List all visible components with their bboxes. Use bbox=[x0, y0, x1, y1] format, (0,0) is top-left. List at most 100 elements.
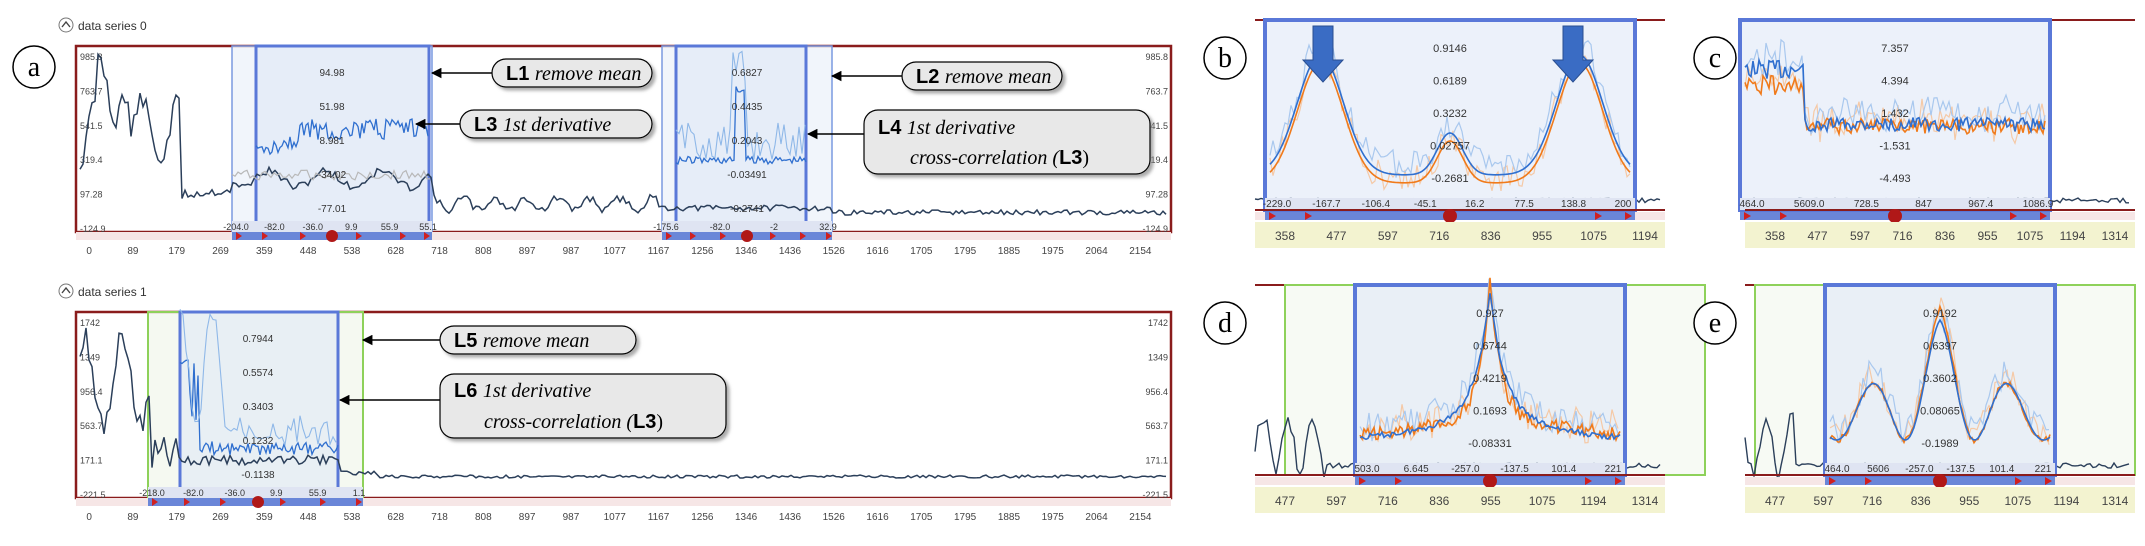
range-marker[interactable] bbox=[2010, 212, 2017, 220]
panel-b: b 0.9146 0.6189 0.3232 0.02757 -0.2681 -229.0 -… bbox=[1203, 18, 1665, 248]
series1-range-markers[interactable] bbox=[152, 498, 362, 506]
x-tick-label: 955 bbox=[1481, 494, 1501, 508]
x-tick-label: 1167 bbox=[648, 512, 670, 523]
range-marker[interactable] bbox=[424, 232, 430, 240]
x-tick-label: 897 bbox=[519, 512, 536, 523]
scroll-handle[interactable] bbox=[1888, 209, 1902, 223]
orange-light-line bbox=[1359, 295, 1619, 444]
x-tick-label: 1075 bbox=[1529, 494, 1556, 508]
x-tick-label: 716 bbox=[1862, 494, 1882, 508]
range-marker[interactable] bbox=[1829, 477, 1836, 485]
series0-scroll-track[interactable] bbox=[76, 232, 1171, 240]
range-marker[interactable] bbox=[220, 498, 226, 506]
range-marker[interactable] bbox=[184, 498, 190, 506]
range-marker[interactable] bbox=[356, 232, 362, 240]
selection-value-label: 0.3232 bbox=[1433, 108, 1467, 120]
x-tick-label: 836 bbox=[1429, 494, 1449, 508]
series0-range-markers[interactable] bbox=[236, 232, 832, 240]
selection-value-label: 0.6189 bbox=[1433, 76, 1467, 88]
callout-l2: L2 remove mean bbox=[830, 61, 1063, 91]
selection-value-label: 4.394 bbox=[1881, 76, 1909, 88]
scroll-handle[interactable] bbox=[1933, 474, 1947, 488]
x-tick-label: 89 bbox=[127, 512, 139, 523]
range-marker[interactable] bbox=[356, 498, 362, 506]
y-tick-label: -124.9 bbox=[80, 224, 106, 234]
range-marker[interactable] bbox=[1585, 477, 1592, 485]
blue-light-line bbox=[1359, 278, 1619, 442]
series1-header[interactable]: data series 1 bbox=[58, 283, 147, 299]
selection-tick-label: -257.0 bbox=[1451, 464, 1480, 475]
range-marker[interactable] bbox=[262, 232, 268, 240]
x-tick-label: 836 bbox=[1911, 494, 1931, 508]
range-marker[interactable] bbox=[2015, 477, 2022, 485]
range-marker[interactable] bbox=[1595, 212, 1602, 220]
x-tick-label: 1075 bbox=[2017, 229, 2044, 243]
selection-window[interactable] bbox=[1738, 18, 2052, 212]
series0-selection-1[interactable] bbox=[254, 44, 431, 234]
series0-selection-1-axis bbox=[232, 221, 432, 232]
range-marker[interactable] bbox=[300, 232, 306, 240]
selection-tick-label: 503.0 bbox=[1354, 464, 1379, 475]
range-marker[interactable] bbox=[826, 232, 832, 240]
range-marker[interactable] bbox=[720, 232, 726, 240]
series0-handle-1[interactable] bbox=[326, 230, 338, 242]
x-tick-label: 1436 bbox=[779, 512, 802, 523]
x-tick-label: 2154 bbox=[1129, 512, 1152, 523]
range-marker[interactable] bbox=[280, 498, 286, 506]
range-marker[interactable] bbox=[690, 232, 696, 240]
series0-handle-2[interactable] bbox=[741, 230, 753, 242]
x-tick-label: 1167 bbox=[648, 246, 670, 257]
series1-scroll-track[interactable] bbox=[76, 498, 1171, 506]
series0-selection-2[interactable] bbox=[674, 44, 808, 234]
series0-derivative-line bbox=[255, 118, 429, 156]
series0-header[interactable]: data series 0 bbox=[58, 17, 147, 33]
blue-light-line bbox=[1744, 38, 2046, 136]
x-axis-band bbox=[1745, 222, 2135, 248]
series0-selection-2-values: 0.6827 0.4435 0.2043 -0.03491 -0.2741 bbox=[727, 68, 767, 215]
selection-window[interactable] bbox=[1353, 283, 1627, 477]
x-tick-label: 0 bbox=[86, 246, 92, 257]
y-tick-label: -124.9 bbox=[1142, 224, 1168, 234]
arrow-down-icon bbox=[1551, 25, 1595, 83]
callout-l1: L1 remove mean bbox=[430, 58, 653, 88]
selection-tick-label: 55.1 bbox=[419, 222, 437, 232]
range-marker[interactable] bbox=[800, 232, 806, 240]
range-marker[interactable] bbox=[1744, 212, 1751, 220]
svg-text:L3 1st derivative: L3 1st derivative bbox=[474, 114, 611, 136]
range-marker[interactable] bbox=[1865, 477, 1872, 485]
range-marker[interactable] bbox=[2040, 212, 2047, 220]
range-marker[interactable] bbox=[1269, 212, 1276, 220]
range-marker[interactable] bbox=[666, 232, 672, 240]
range-marker[interactable] bbox=[1615, 477, 1622, 485]
range-marker[interactable] bbox=[770, 232, 776, 240]
x-tick-label: 1314 bbox=[1632, 494, 1659, 508]
range-marker[interactable] bbox=[1359, 477, 1366, 485]
x-tick-label: 1616 bbox=[866, 512, 889, 523]
selection-tick-label: -167.7 bbox=[1312, 199, 1341, 210]
range-marker[interactable] bbox=[152, 498, 158, 506]
range-marker[interactable] bbox=[1780, 212, 1787, 220]
chevron-up-icon[interactable] bbox=[61, 20, 71, 28]
series1-handle[interactable] bbox=[252, 496, 264, 508]
series0-x-axis: 0 89 179 269 359 448 538 628 718 808 897 987 1077 116… bbox=[86, 246, 1152, 257]
scroll-handle[interactable] bbox=[1483, 474, 1497, 488]
blue-light-line bbox=[1829, 308, 2050, 444]
y-tick-label: 985.8 bbox=[80, 52, 103, 62]
x-tick-label: 179 bbox=[168, 246, 185, 257]
x-tick-label: 2154 bbox=[1129, 246, 1152, 257]
selection-value-label: 0.5574 bbox=[243, 368, 274, 379]
chevron-up-icon[interactable] bbox=[61, 286, 71, 294]
range-marker[interactable] bbox=[1305, 212, 1312, 220]
range-marker[interactable] bbox=[2045, 477, 2052, 485]
selection-value-label: 0.3403 bbox=[243, 402, 274, 413]
range-marker[interactable] bbox=[400, 232, 406, 240]
scroll-handle[interactable] bbox=[1443, 209, 1457, 223]
range-marker[interactable] bbox=[236, 232, 242, 240]
range-marker[interactable] bbox=[1625, 212, 1632, 220]
range-marker[interactable] bbox=[1395, 477, 1402, 485]
series0-selection-2-axis bbox=[662, 221, 832, 232]
selection-tick-label: 101.4 bbox=[1551, 464, 1576, 475]
range-marker[interactable] bbox=[320, 498, 326, 506]
selection-tick-label: 32.9 bbox=[819, 222, 837, 232]
svg-text:L5 remove mean: L5 remove mean bbox=[454, 330, 589, 352]
